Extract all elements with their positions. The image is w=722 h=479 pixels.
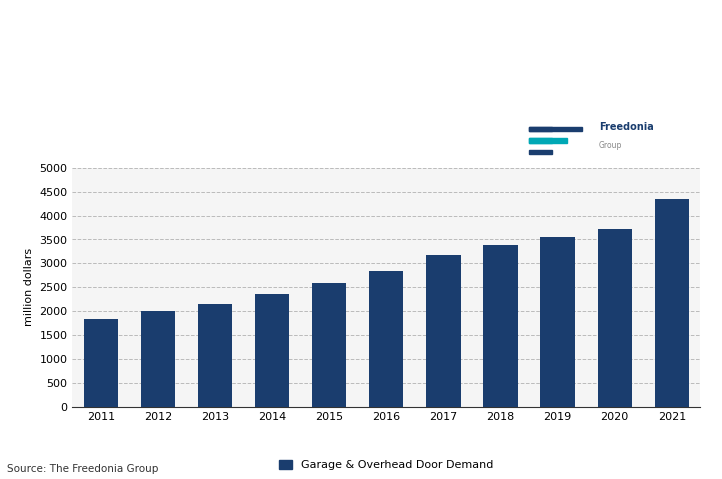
- Bar: [541, 237, 575, 407]
- Bar: [312, 283, 347, 407]
- Bar: [529, 138, 567, 143]
- Bar: [529, 126, 582, 131]
- Bar: [529, 149, 552, 154]
- Bar: [369, 271, 404, 407]
- Text: Source: The Freedonia Group: Source: The Freedonia Group: [7, 464, 159, 474]
- Bar: [655, 199, 689, 407]
- Text: Freedonia: Freedonia: [599, 122, 653, 132]
- Bar: [426, 255, 461, 407]
- Bar: [141, 311, 175, 407]
- Bar: [255, 294, 290, 407]
- Bar: [198, 304, 232, 407]
- Bar: [84, 319, 118, 407]
- Text: Figure 3-1.
Garage & Overhead Door Demand,
2011 – 2021
(million dollars): Figure 3-1. Garage & Overhead Door Deman…: [7, 5, 251, 72]
- Y-axis label: million dollars: million dollars: [24, 248, 34, 327]
- Bar: [529, 126, 552, 131]
- Bar: [529, 138, 552, 143]
- Bar: [483, 245, 518, 407]
- Text: Group: Group: [599, 141, 622, 150]
- Bar: [598, 229, 632, 407]
- Legend: Garage & Overhead Door Demand: Garage & Overhead Door Demand: [274, 456, 498, 475]
